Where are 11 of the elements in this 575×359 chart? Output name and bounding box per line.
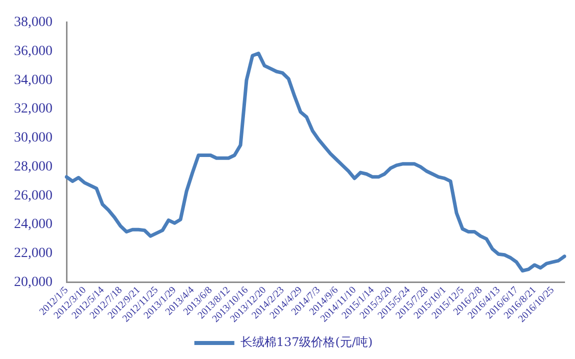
- y-tick-label: 20,000: [14, 274, 52, 290]
- y-tick-label: 28,000: [14, 159, 52, 174]
- y-tick-label: 30,000: [14, 130, 52, 146]
- y-tick-label: 32,000: [14, 102, 52, 117]
- y-tick-label: 26,000: [14, 188, 52, 204]
- y-tick-label: 24,000: [14, 217, 52, 232]
- y-tick-label: 22,000: [14, 246, 52, 262]
- y-tick-label: 36,000: [14, 44, 52, 59]
- legend-label: 长绒棉137级价格(元/吨): [240, 335, 373, 350]
- y-tick-label: 34,000: [14, 72, 52, 88]
- y-tick-label: 38,000: [14, 15, 52, 30]
